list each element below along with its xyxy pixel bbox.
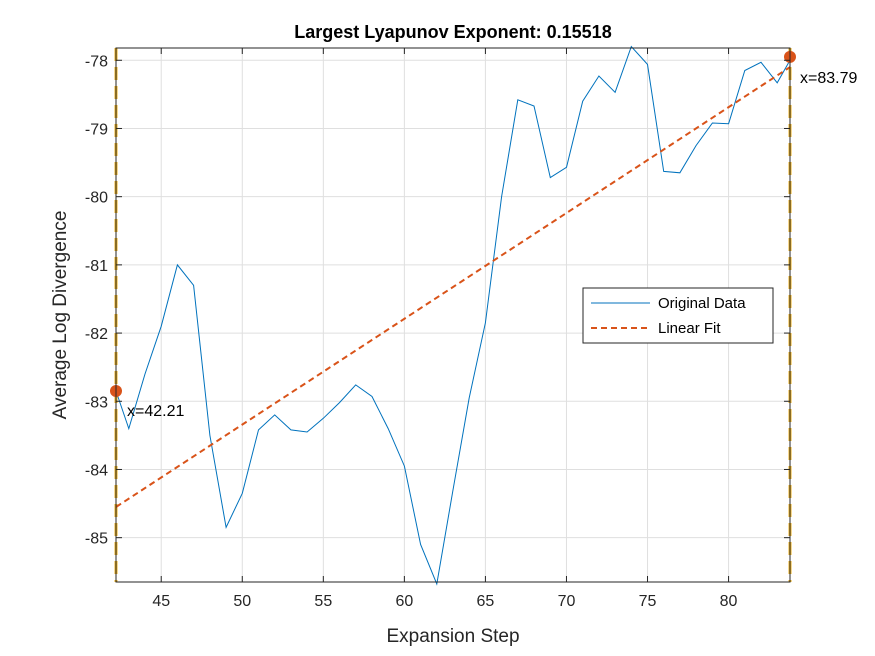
legend-label-original-data: Original Data	[658, 295, 746, 312]
series-group	[115, 45, 791, 586]
y-tick-label: -85	[85, 531, 108, 548]
y-axis-label: Average Log Divergence	[50, 211, 71, 420]
marker-label: x=42.21	[127, 403, 184, 420]
axes-box	[115, 47, 791, 583]
y-tick-label: -84	[85, 462, 108, 479]
series-line-linear-fit	[115, 66, 791, 508]
marker-label: x=83.79	[800, 70, 857, 87]
legend-label-linear-fit: Linear Fit	[658, 320, 721, 337]
x-tick-label: 80	[720, 593, 738, 610]
y-tick-label: -83	[85, 394, 108, 411]
y-tick-label: -80	[85, 190, 108, 207]
series-line-original-data	[115, 45, 791, 586]
chart-title: Largest Lyapunov Exponent: 0.15518	[294, 22, 611, 42]
x-tick-label: 65	[477, 593, 495, 610]
y-tick-label: -82	[85, 326, 108, 343]
x-tick-label: 60	[395, 593, 413, 610]
x-tick-label: 75	[639, 593, 657, 610]
x-tick-label: 70	[558, 593, 576, 610]
x-tick-label: 50	[233, 593, 251, 610]
x-tick-label: 55	[314, 593, 332, 610]
x-axis-label: Expansion Step	[386, 626, 519, 647]
tick-group: 45 50 55 60 65 70 75 80 -78 -79 -80 -81 -82 -83 -84 -85	[85, 48, 790, 610]
y-tick-label: -78	[85, 53, 108, 70]
x-tick-label: 45	[152, 593, 170, 610]
y-tick-label: -81	[85, 258, 108, 275]
legend: Original Data Linear Fit	[582, 287, 774, 344]
y-tick-label: -79	[85, 121, 108, 138]
legend-box	[582, 287, 774, 344]
